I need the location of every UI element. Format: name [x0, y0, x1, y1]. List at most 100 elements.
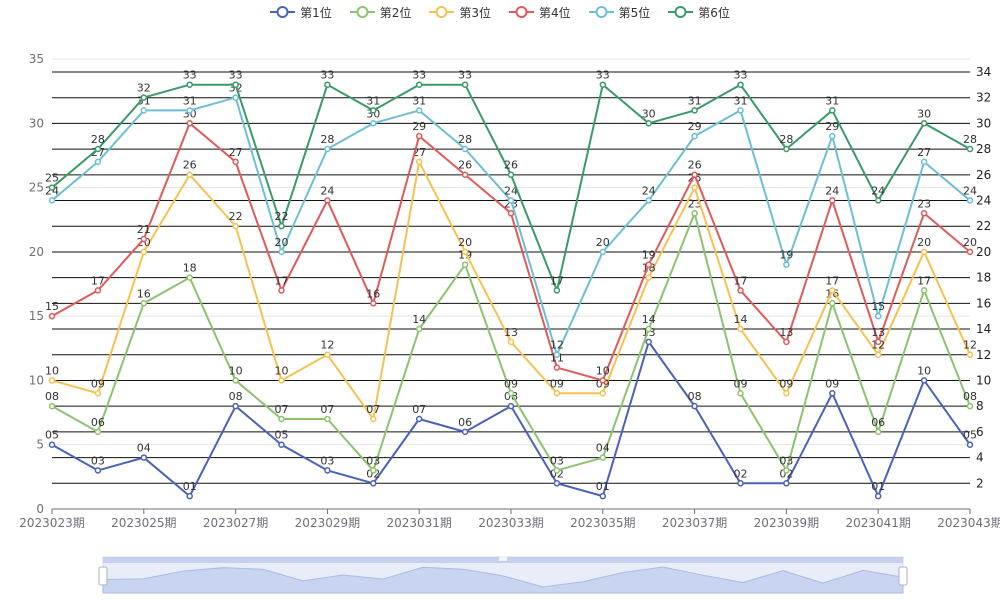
data-point[interactable]	[874, 428, 882, 436]
data-point[interactable]	[737, 390, 744, 397]
data-point[interactable]	[553, 467, 561, 474]
data-point[interactable]	[140, 107, 148, 114]
data-point[interactable]	[94, 145, 102, 153]
data-point[interactable]	[829, 390, 836, 397]
data-point[interactable]	[415, 81, 423, 88]
data-point[interactable]	[232, 81, 239, 88]
data-point[interactable]	[140, 300, 148, 307]
data-point[interactable]	[920, 210, 928, 217]
data-point[interactable]	[691, 184, 698, 191]
data-point[interactable]	[94, 287, 102, 294]
data-point[interactable]	[553, 480, 561, 487]
data-point[interactable]	[186, 120, 193, 127]
data-point[interactable]	[278, 415, 285, 423]
data-point[interactable]	[645, 261, 652, 268]
data-point[interactable]	[48, 402, 56, 410]
data-point[interactable]	[415, 107, 423, 114]
data-point[interactable]	[370, 120, 377, 127]
data-point[interactable]	[370, 107, 377, 114]
data-point[interactable]	[232, 222, 239, 230]
data-point[interactable]	[599, 248, 607, 256]
data-point[interactable]	[829, 197, 836, 204]
data-point[interactable]	[415, 158, 423, 166]
data-point[interactable]	[599, 390, 607, 397]
datazoom-handle[interactable]	[898, 566, 908, 586]
data-point[interactable]	[140, 94, 148, 101]
data-point[interactable]	[920, 248, 928, 256]
data-point[interactable]	[94, 390, 102, 397]
data-point[interactable]	[920, 158, 928, 166]
data-point[interactable]	[691, 132, 698, 140]
data-point[interactable]	[737, 287, 744, 294]
data-point[interactable]	[415, 325, 423, 333]
data-point[interactable]	[737, 480, 744, 487]
data-point[interactable]	[186, 81, 193, 88]
data-point[interactable]	[966, 197, 974, 204]
legend-item[interactable]: 第1位	[270, 4, 332, 21]
legend-item[interactable]: 第4位	[509, 4, 571, 21]
data-point[interactable]	[966, 441, 974, 448]
data-point[interactable]	[553, 390, 561, 397]
data-point[interactable]	[370, 467, 377, 474]
data-point[interactable]	[186, 274, 193, 281]
data-point[interactable]	[232, 377, 239, 384]
data-point[interactable]	[232, 402, 239, 410]
data-point[interactable]	[48, 312, 56, 320]
data-point[interactable]	[691, 210, 698, 217]
data-point[interactable]	[645, 120, 652, 127]
data-point[interactable]	[370, 480, 377, 487]
data-point[interactable]	[966, 402, 974, 410]
data-point[interactable]	[415, 132, 423, 140]
data-point[interactable]	[645, 197, 652, 204]
data-point[interactable]	[278, 377, 285, 384]
data-point[interactable]	[324, 415, 331, 423]
data-point[interactable]	[232, 94, 239, 101]
data-point[interactable]	[874, 492, 882, 500]
data-point[interactable]	[507, 390, 515, 397]
data-point[interactable]	[324, 197, 331, 204]
data-point[interactable]	[94, 428, 102, 436]
data-point[interactable]	[324, 81, 331, 88]
data-point[interactable]	[737, 81, 744, 88]
legend-item[interactable]: 第3位	[429, 4, 491, 21]
data-point[interactable]	[507, 338, 515, 346]
data-point[interactable]	[140, 235, 148, 243]
datazoom-handle[interactable]	[98, 566, 108, 586]
data-point[interactable]	[783, 338, 790, 346]
data-point[interactable]	[415, 415, 423, 423]
data-point[interactable]	[599, 377, 607, 384]
data-point[interactable]	[691, 107, 698, 114]
data-point[interactable]	[507, 210, 515, 217]
data-point[interactable]	[140, 454, 148, 461]
data-point[interactable]	[737, 107, 744, 114]
data-point[interactable]	[920, 287, 928, 294]
data-point[interactable]	[691, 171, 698, 178]
data-point[interactable]	[461, 81, 469, 88]
data-point[interactable]	[920, 120, 928, 127]
data-point[interactable]	[829, 300, 836, 307]
data-point[interactable]	[691, 402, 698, 410]
data-point[interactable]	[737, 325, 744, 333]
data-point[interactable]	[48, 184, 56, 191]
data-point[interactable]	[920, 377, 928, 384]
data-point[interactable]	[48, 441, 56, 448]
datazoom-slider[interactable]	[98, 556, 908, 594]
data-point[interactable]	[278, 248, 285, 256]
data-point[interactable]	[186, 492, 193, 500]
data-point[interactable]	[553, 287, 561, 294]
legend-item[interactable]: 第6位	[668, 4, 730, 21]
data-point[interactable]	[783, 390, 790, 397]
data-point[interactable]	[783, 261, 790, 268]
data-point[interactable]	[599, 492, 607, 500]
data-point[interactable]	[783, 480, 790, 487]
data-point[interactable]	[461, 248, 469, 256]
data-point[interactable]	[370, 300, 377, 307]
data-point[interactable]	[324, 351, 331, 358]
data-point[interactable]	[94, 467, 102, 474]
data-point[interactable]	[966, 351, 974, 358]
data-point[interactable]	[461, 428, 469, 436]
data-point[interactable]	[829, 287, 836, 294]
data-point[interactable]	[966, 248, 974, 256]
data-point[interactable]	[829, 107, 836, 114]
data-point[interactable]	[966, 145, 974, 153]
